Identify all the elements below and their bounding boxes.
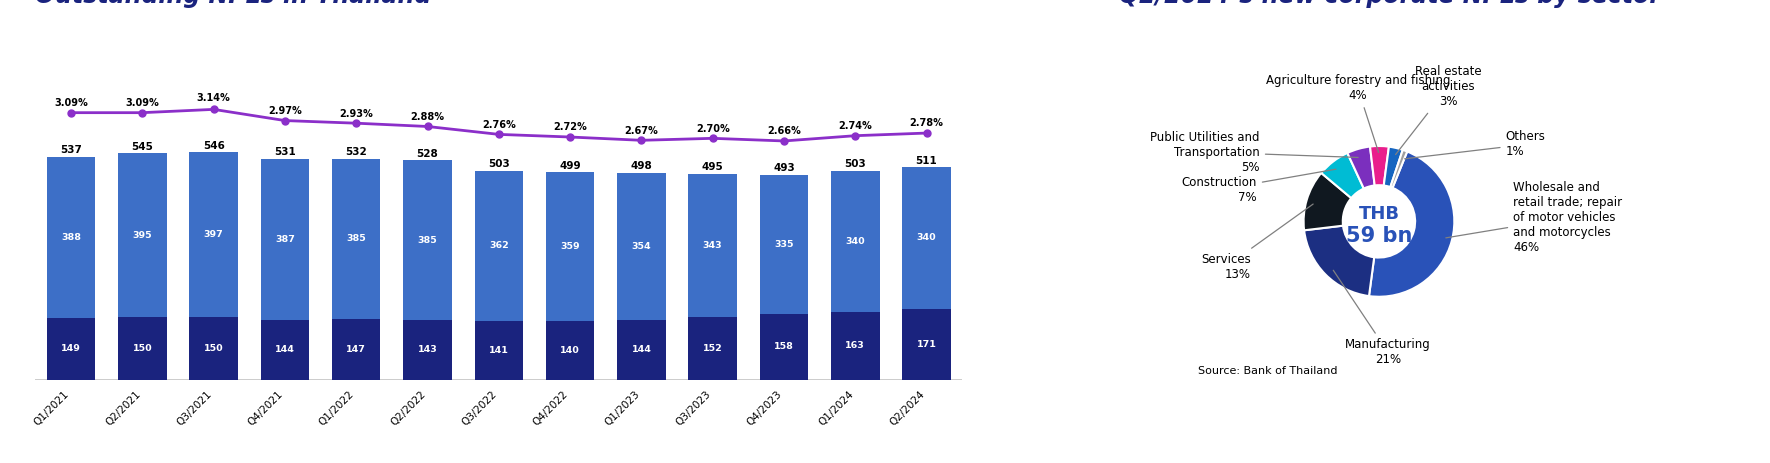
Wedge shape	[1347, 146, 1375, 188]
Text: Public Utilities and
Transportation
5%: Public Utilities and Transportation 5%	[1150, 131, 1358, 174]
Bar	[545, 172, 595, 321]
Text: 362: 362	[489, 241, 508, 250]
Text: 537: 537	[60, 145, 81, 155]
Bar	[618, 320, 666, 380]
Wedge shape	[1320, 153, 1365, 198]
Text: 499: 499	[559, 161, 581, 171]
Text: 395: 395	[133, 231, 152, 240]
Wedge shape	[1304, 225, 1374, 296]
Text: 335: 335	[773, 240, 793, 249]
Text: 147: 147	[347, 344, 366, 354]
Text: 3.09%: 3.09%	[55, 98, 88, 108]
Text: 503: 503	[489, 159, 510, 169]
Text: 2.76%: 2.76%	[481, 120, 515, 130]
Text: 385: 385	[418, 236, 437, 245]
Bar	[689, 174, 736, 317]
Text: 2.67%: 2.67%	[625, 125, 658, 136]
Text: 144: 144	[632, 345, 651, 354]
Bar	[46, 156, 96, 318]
Bar	[46, 318, 96, 380]
Text: 59 bn: 59 bn	[1345, 226, 1412, 246]
Bar	[119, 153, 166, 317]
Bar	[119, 317, 166, 380]
Bar	[260, 159, 310, 320]
Bar	[404, 320, 451, 380]
Text: 2.78%: 2.78%	[910, 119, 943, 128]
Text: 143: 143	[418, 345, 437, 355]
Text: 343: 343	[703, 241, 722, 250]
Bar	[759, 175, 809, 314]
Bar	[474, 171, 524, 321]
Text: Q2/2024’s new corporate NPLs by sector: Q2/2024’s new corporate NPLs by sector	[1119, 0, 1662, 8]
Text: THB: THB	[1358, 205, 1400, 223]
Text: 493: 493	[773, 163, 795, 173]
Wedge shape	[1391, 150, 1407, 188]
Text: 354: 354	[632, 242, 651, 251]
Bar	[189, 152, 237, 317]
Text: 2.74%: 2.74%	[839, 121, 873, 131]
Text: 2.88%: 2.88%	[411, 112, 444, 122]
Text: 495: 495	[701, 163, 724, 172]
Text: Outstanding NPLs in Thailand: Outstanding NPLs in Thailand	[35, 0, 432, 8]
Text: 359: 359	[561, 243, 581, 251]
Text: 388: 388	[60, 232, 81, 242]
Bar	[618, 173, 666, 320]
Text: 397: 397	[204, 231, 223, 239]
Bar	[689, 317, 736, 380]
Text: 385: 385	[347, 234, 366, 243]
Text: 511: 511	[915, 156, 938, 166]
Text: 2.97%: 2.97%	[267, 106, 303, 116]
Text: 546: 546	[204, 141, 225, 151]
Text: 149: 149	[62, 344, 81, 353]
Text: 150: 150	[133, 344, 152, 353]
Wedge shape	[1370, 146, 1389, 186]
Text: 2.66%: 2.66%	[766, 126, 800, 137]
Bar	[474, 321, 524, 380]
Text: Source: Bank of Thailand: Source: Bank of Thailand	[1198, 366, 1338, 376]
Text: Construction
7%: Construction 7%	[1182, 169, 1336, 204]
Wedge shape	[1368, 151, 1455, 297]
Bar	[759, 314, 809, 380]
Text: Real estate
activities
3%: Real estate activities 3%	[1395, 65, 1481, 155]
Text: 150: 150	[204, 344, 223, 353]
Text: Services
13%: Services 13%	[1202, 204, 1313, 281]
Bar	[404, 160, 451, 320]
Text: 532: 532	[345, 147, 366, 157]
Bar	[903, 167, 950, 309]
Text: 3.14%: 3.14%	[196, 94, 230, 103]
Text: 3.09%: 3.09%	[126, 98, 159, 108]
Text: 163: 163	[846, 341, 866, 350]
Text: 140: 140	[561, 346, 581, 355]
Bar	[333, 159, 381, 319]
Text: 2.72%: 2.72%	[554, 122, 588, 132]
Text: Agriculture forestry and fishing
4%: Agriculture forestry and fishing 4%	[1266, 74, 1450, 152]
Text: 340: 340	[917, 233, 936, 243]
Text: 158: 158	[773, 342, 795, 351]
Text: 152: 152	[703, 344, 722, 353]
Bar	[189, 317, 237, 380]
Text: 171: 171	[917, 340, 936, 349]
Wedge shape	[1303, 173, 1351, 230]
Text: 141: 141	[489, 346, 508, 355]
Bar	[832, 312, 880, 380]
Bar	[333, 319, 381, 380]
Bar	[903, 309, 950, 380]
Bar	[545, 321, 595, 380]
Text: 340: 340	[846, 237, 866, 246]
Text: 528: 528	[416, 149, 439, 159]
Bar	[832, 171, 880, 312]
Text: Others
1%: Others 1%	[1405, 131, 1545, 159]
Text: 545: 545	[131, 142, 154, 151]
Text: 2.93%: 2.93%	[340, 109, 373, 119]
Text: 2.70%: 2.70%	[696, 124, 729, 134]
Text: Manufacturing
21%: Manufacturing 21%	[1333, 270, 1430, 366]
Text: 387: 387	[274, 235, 296, 244]
Text: 503: 503	[844, 159, 866, 169]
Text: 498: 498	[630, 161, 653, 171]
Bar	[260, 320, 310, 380]
Text: 144: 144	[274, 345, 296, 354]
Text: 531: 531	[274, 147, 296, 157]
Wedge shape	[1384, 147, 1404, 187]
Text: Wholesale and
retail trade; repair
of motor vehicles
and motorcycles
46%: Wholesale and retail trade; repair of mo…	[1446, 181, 1623, 254]
